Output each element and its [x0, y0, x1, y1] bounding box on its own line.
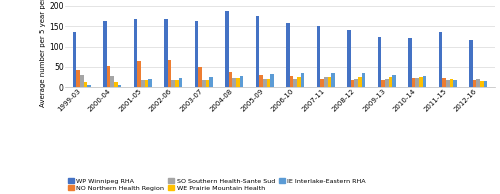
Bar — [225, 11, 229, 87]
Bar — [80, 75, 84, 87]
Bar — [362, 73, 366, 87]
Bar — [392, 75, 396, 87]
Bar — [416, 78, 419, 87]
Bar — [480, 81, 484, 87]
Bar — [316, 26, 320, 87]
Bar — [320, 79, 324, 87]
Bar — [172, 80, 175, 87]
Bar — [419, 77, 422, 87]
Bar — [324, 77, 328, 87]
Bar — [107, 66, 110, 87]
Bar — [453, 80, 457, 87]
Bar — [103, 21, 107, 87]
Bar — [422, 76, 426, 87]
Bar — [263, 79, 266, 87]
Bar — [328, 77, 331, 87]
Bar — [469, 40, 472, 87]
Bar — [378, 37, 381, 87]
Bar — [209, 77, 213, 87]
Bar — [290, 76, 294, 87]
Bar — [138, 61, 141, 87]
Bar — [118, 85, 122, 87]
Bar — [134, 19, 138, 87]
Bar — [294, 79, 297, 87]
Bar — [450, 79, 453, 87]
Bar — [472, 80, 476, 87]
Bar — [175, 80, 179, 87]
Bar — [388, 77, 392, 87]
Bar — [260, 75, 263, 87]
Bar — [412, 78, 416, 87]
Bar — [236, 78, 240, 87]
Bar — [72, 32, 76, 87]
Bar — [84, 82, 87, 87]
Bar — [438, 32, 442, 87]
Legend: WP Winnipeg RHA, NO Northern Health Region, SO Southern Health-Sante Sud, WE Pra: WP Winnipeg RHA, NO Northern Health Regi… — [68, 178, 366, 191]
Bar — [446, 80, 450, 87]
Bar — [266, 79, 270, 87]
Bar — [476, 79, 480, 87]
Bar — [331, 73, 335, 87]
Bar — [381, 80, 385, 87]
Bar — [179, 78, 182, 87]
Bar — [300, 73, 304, 87]
Bar — [358, 77, 362, 87]
Y-axis label: Average number per 5 year period: Average number per 5 year period — [40, 0, 46, 107]
Bar — [164, 19, 168, 87]
Bar — [168, 60, 172, 87]
Bar — [148, 79, 152, 87]
Bar — [351, 80, 354, 87]
Bar — [385, 79, 388, 87]
Bar — [484, 81, 488, 87]
Bar — [110, 76, 114, 87]
Bar — [229, 72, 232, 87]
Bar — [256, 16, 260, 87]
Bar — [270, 74, 274, 87]
Bar — [286, 23, 290, 87]
Bar — [114, 82, 118, 87]
Bar — [88, 85, 91, 87]
Bar — [354, 79, 358, 87]
Bar — [240, 76, 244, 87]
Bar — [347, 30, 351, 87]
Bar — [232, 78, 236, 87]
Bar — [144, 80, 148, 87]
Bar — [442, 78, 446, 87]
Bar — [76, 70, 80, 87]
Bar — [198, 67, 202, 87]
Bar — [206, 80, 209, 87]
Bar — [297, 77, 300, 87]
Bar — [141, 80, 144, 87]
Bar — [202, 80, 205, 87]
Bar — [194, 21, 198, 87]
Bar — [408, 38, 412, 87]
